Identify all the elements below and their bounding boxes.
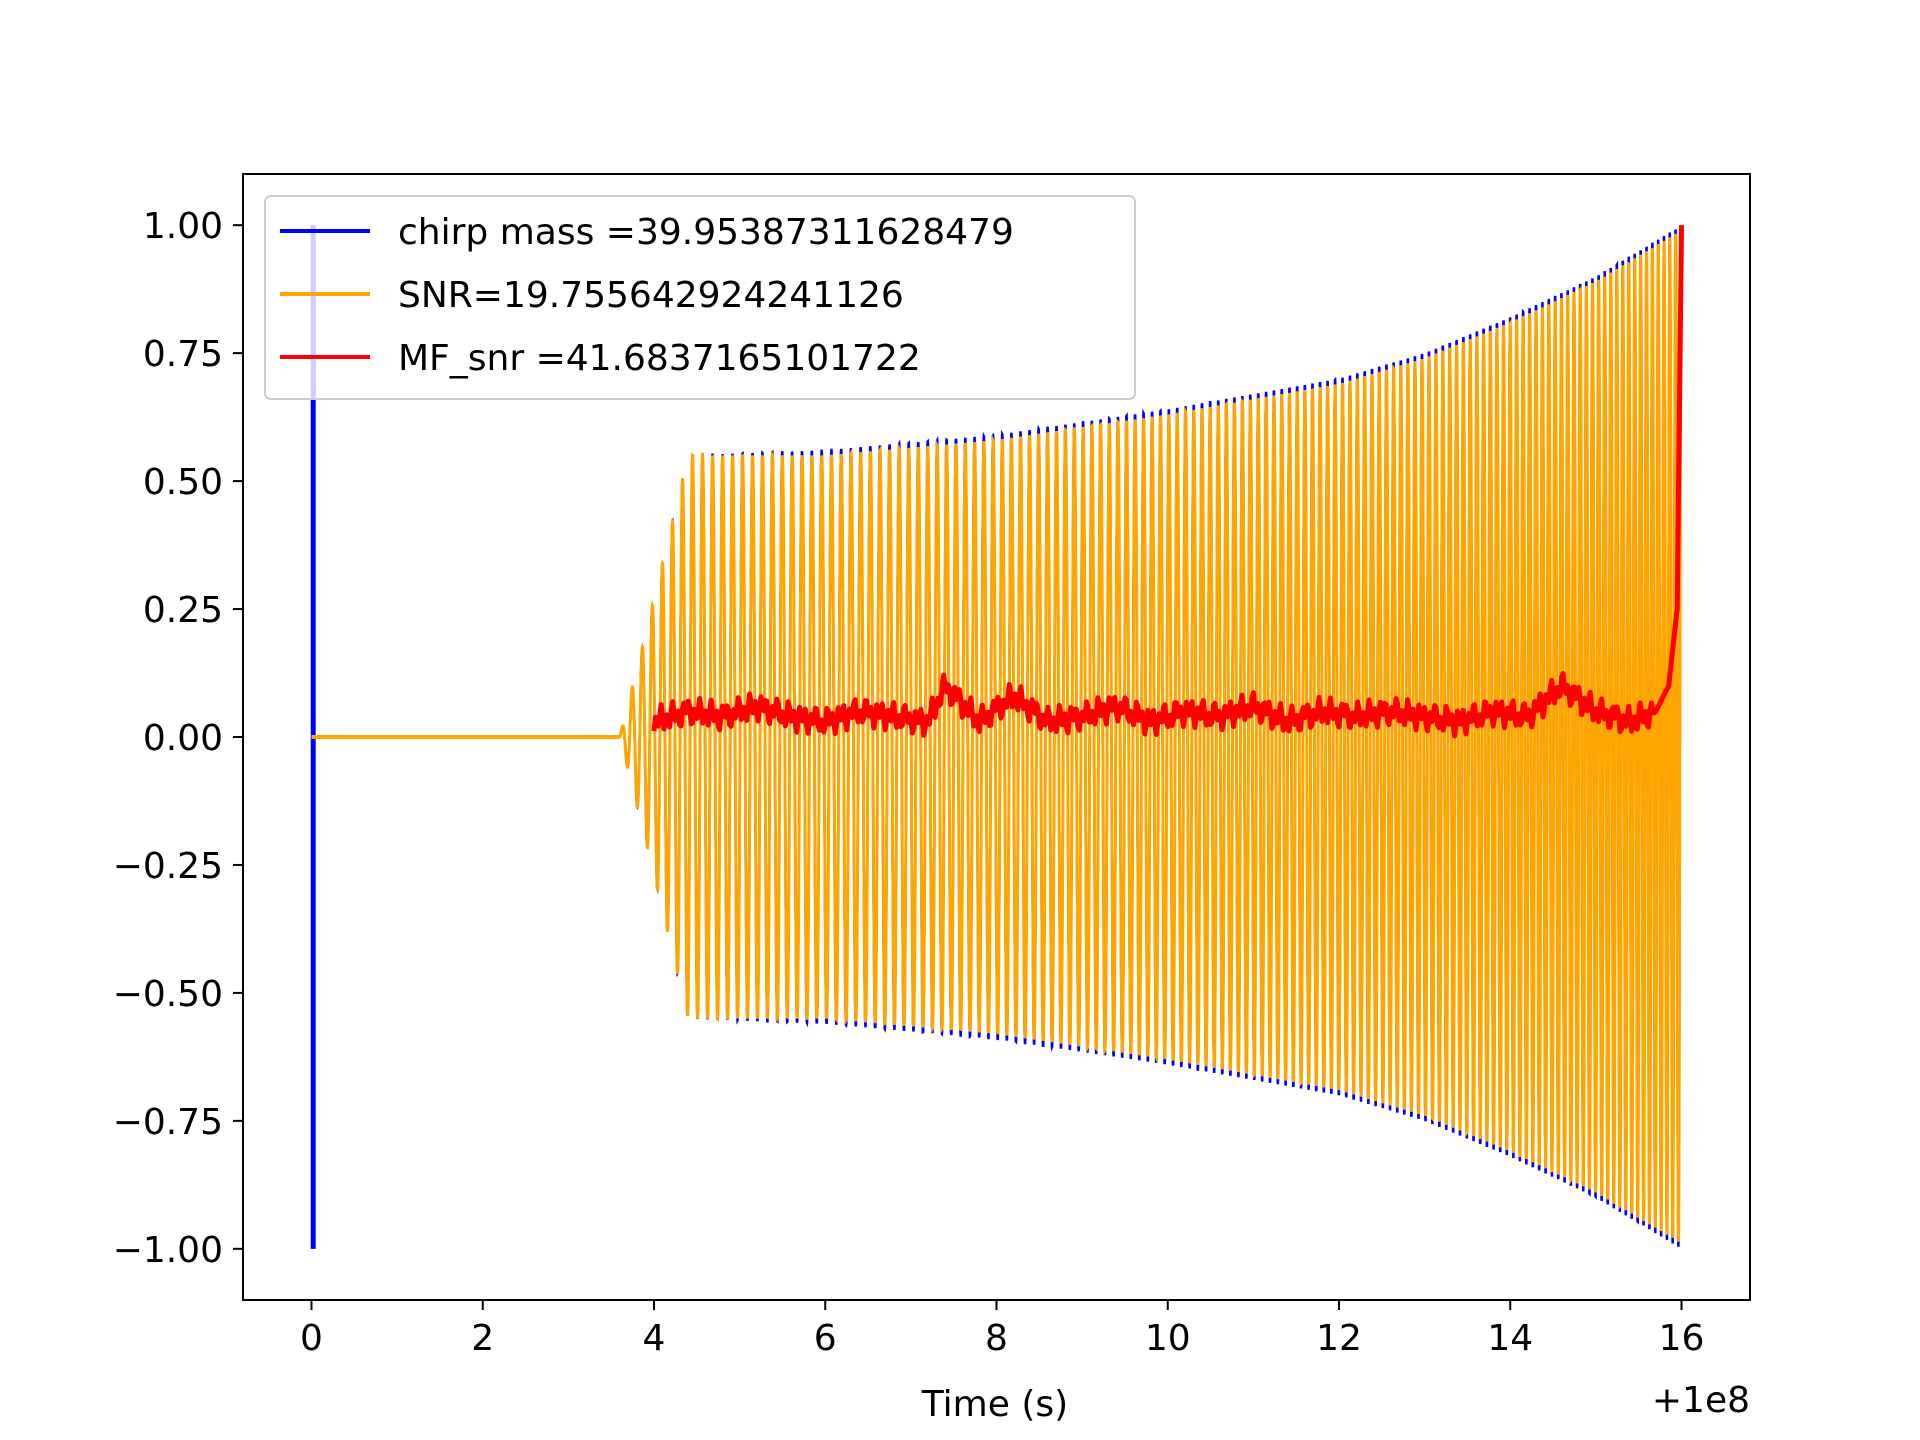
x-tick-label: 8 bbox=[985, 1318, 1008, 1359]
mf-snr-line bbox=[651, 225, 1684, 739]
x-tick-label: 2 bbox=[471, 1318, 494, 1359]
y-tick-label: 0.75 bbox=[143, 334, 223, 375]
y-tick-label: −0.25 bbox=[113, 846, 223, 887]
y-tick-label: 0.50 bbox=[143, 462, 223, 503]
x-tick-label: 16 bbox=[1659, 1318, 1705, 1359]
legend-entry-chirp-mass: chirp mass =39.95387311628479 bbox=[398, 212, 1014, 253]
x-tick-label: 10 bbox=[1145, 1318, 1191, 1359]
y-axis: 1.00 0.75 0.50 0.25 0.00 −0.25 −0.50 −0.75 −1.00 bbox=[113, 206, 243, 1271]
y-tick-label: −0.75 bbox=[113, 1102, 223, 1143]
y-tick-label: −1.00 bbox=[113, 1230, 223, 1271]
legend: chirp mass =39.95387311628479 SNR=19.755… bbox=[264, 195, 1136, 400]
x-tick-label: 12 bbox=[1316, 1318, 1362, 1359]
x-axis: 0 2 4 6 8 10 12 14 16 bbox=[300, 1300, 1704, 1359]
legend-box bbox=[264, 195, 1136, 400]
legend-entry-snr: SNR=19.755642924241126 bbox=[398, 275, 904, 316]
legend-entry-mf-snr: MF_snr =41.6837165101722 bbox=[398, 338, 921, 379]
y-tick-label: 0.25 bbox=[143, 590, 223, 631]
x-tick-label: 4 bbox=[643, 1318, 666, 1359]
x-axis-label: Time (s) bbox=[921, 1384, 1068, 1425]
snr-line bbox=[618, 230, 1683, 1242]
x-tick-label: 6 bbox=[814, 1318, 837, 1359]
y-tick-label: −0.50 bbox=[113, 974, 223, 1015]
y-tick-label: 0.00 bbox=[143, 718, 223, 759]
x-tick-label: 0 bbox=[300, 1318, 323, 1359]
y-tick-label: 1.00 bbox=[143, 206, 223, 247]
x-tick-label: 14 bbox=[1487, 1318, 1533, 1359]
x-offset-label: +1e8 bbox=[1652, 1380, 1750, 1421]
